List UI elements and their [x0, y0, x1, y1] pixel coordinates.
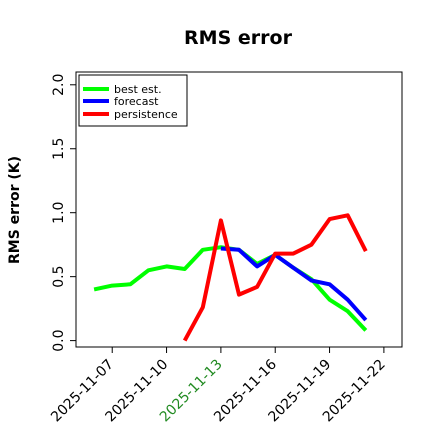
plot-frame — [75, 71, 403, 348]
legend-label-best-est: best est. — [114, 83, 162, 96]
chart-title: RMS error — [184, 27, 293, 49]
series-layer — [93, 213, 368, 342]
y-axis-ticks: 0.0 0.5 1.0 1.5 2.0 — [51, 74, 76, 352]
series-line-persistence — [182, 213, 368, 342]
y-tick-label: 1.0 — [51, 202, 67, 224]
y-tick-label: 2.0 — [51, 74, 67, 96]
y-tick-label: 0.5 — [51, 266, 67, 288]
y-tick-label: 1.5 — [51, 138, 67, 160]
y-tick-label: 0.0 — [51, 329, 67, 351]
plot-area — [75, 71, 403, 348]
legend-label-persistence: persistence — [114, 108, 178, 121]
series-line-forecast — [220, 246, 368, 322]
y-axis-label: RMS error (K) — [7, 156, 23, 264]
legend-label-forecast: forecast — [114, 95, 159, 108]
legend: best est. forecast persistence — [78, 74, 188, 127]
x-axis-ticks: 2025-11-072025-11-102025-11-132025-11-16… — [48, 347, 389, 425]
